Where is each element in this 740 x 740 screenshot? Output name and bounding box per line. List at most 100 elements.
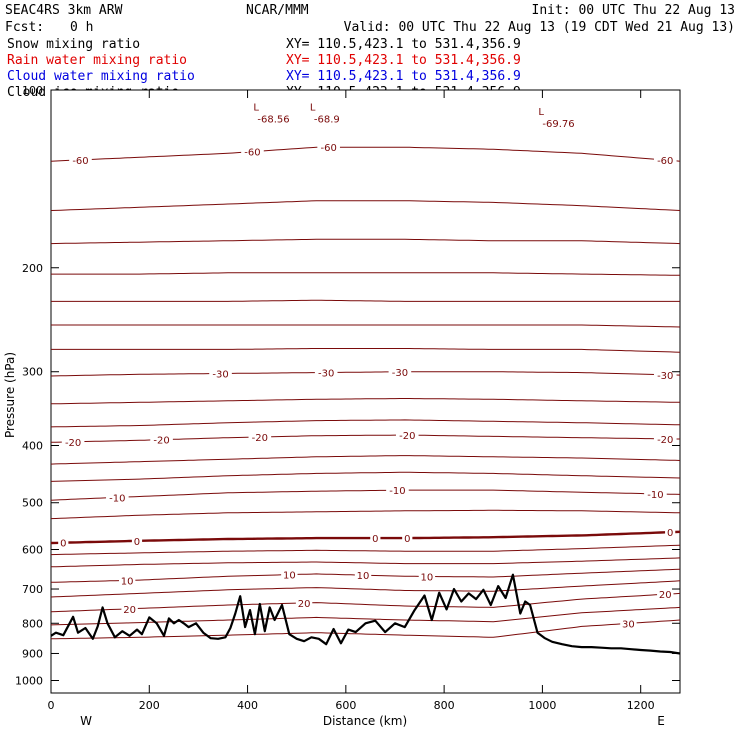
- isotherm-label-bg: [388, 365, 412, 378]
- isotherm-label-bg: [69, 153, 92, 166]
- y-tick-label: 500: [22, 497, 43, 510]
- isotherm-label-bg: [150, 433, 173, 446]
- isotherm-label: 10: [121, 576, 134, 587]
- isotherm-label: -30: [392, 368, 408, 379]
- isotherm-line: [50, 580, 681, 598]
- isotherm-line: [50, 592, 681, 613]
- x-axis-label: Distance (km): [323, 714, 407, 728]
- y-tick-label: 700: [22, 583, 43, 596]
- isotherm-label: 10: [357, 571, 370, 582]
- isotherm-line: [50, 419, 681, 428]
- field-legend-name: Rain water mixing ratio: [7, 53, 187, 68]
- x-tick-label: 400: [237, 699, 258, 712]
- isotherm-label-bg: [295, 596, 313, 609]
- x-tick-label: 800: [434, 699, 455, 712]
- isotherm-label-bg: [395, 429, 419, 442]
- x-tick-label: 1200: [627, 699, 655, 712]
- isotherm-label-bg: [354, 569, 372, 582]
- isotherm-label: -10: [389, 486, 405, 497]
- isotherm-label-bg: [106, 491, 129, 504]
- isotherm-label: 10: [421, 572, 434, 583]
- isotherm-label-bg: [653, 154, 677, 167]
- isotherm-label: 10: [283, 571, 296, 582]
- isotherm-line: [50, 557, 681, 568]
- y-tick-label: 600: [22, 543, 43, 556]
- field-legend-range: XY= 110.5,423.1 to 531.4,356.9: [286, 37, 521, 52]
- isotherm-line: [50, 398, 681, 405]
- fcst-value: 0 h: [70, 20, 93, 35]
- isotherm-label-bg: [418, 570, 436, 583]
- isotherm-line: [51, 272, 680, 276]
- isotherm-label: -60: [657, 156, 673, 167]
- isotherm-label: 20: [659, 590, 672, 601]
- field-legend-range: XY= 110.5,423.1 to 531.4,356.9: [286, 53, 521, 68]
- y-tick-label: 800: [22, 617, 43, 630]
- low-marker-value: -68.9: [314, 114, 340, 125]
- isotherm-label-bg: [241, 145, 264, 158]
- x-axis: 0 200 400 600 800 1000 1200: [48, 90, 655, 712]
- y-tick-label: 100: [22, 84, 43, 97]
- isotherm-label: -10: [109, 493, 125, 504]
- x-tick-label: 1000: [528, 699, 556, 712]
- field-legend-name: Cloud water mixing ratio: [7, 69, 195, 84]
- isotherm-line: [51, 348, 681, 353]
- isotherm-label: 30: [622, 619, 635, 630]
- isotherm-line: [50, 238, 681, 245]
- isotherm-line: [50, 200, 681, 211]
- y-tick-label: 200: [22, 262, 43, 275]
- y-tick-label: 400: [22, 440, 43, 453]
- isotherm-label: -20: [65, 438, 81, 449]
- isotherm-label-bg: [653, 368, 677, 381]
- low-marker-letter: L: [253, 102, 259, 113]
- isotherm-label: -10: [647, 490, 663, 501]
- fcst-label: Fcst:: [5, 20, 44, 35]
- isotherm-label: -60: [72, 156, 88, 167]
- isotherm-label-bg: [317, 141, 340, 154]
- isotherm-label: -60: [320, 143, 336, 154]
- isotherm-label-bg: [61, 435, 85, 448]
- y-tick-label: 300: [22, 366, 43, 379]
- y-tick-label: 1000: [15, 674, 43, 687]
- terrain-line: [50, 573, 681, 655]
- isotherm-label: -20: [657, 435, 673, 446]
- y-axis-label: Pressure (hPa): [3, 352, 17, 438]
- chart-header: SEAC4RS 3km ARW NCAR/MMM Init: 00 UTC Th…: [5, 3, 735, 35]
- isotherm-line: [50, 146, 681, 162]
- isotherm-label-bg: [370, 532, 381, 545]
- east-end-label: E: [657, 714, 665, 728]
- valid-label: Valid: 00 UTC Thu 22 Aug 13 (19 CDT Wed …: [344, 20, 735, 35]
- isotherm-label-bg: [665, 526, 676, 539]
- isotherm-line: [50, 455, 681, 465]
- isotherm-label-bg: [402, 532, 413, 545]
- y-tick-label: 900: [22, 647, 43, 660]
- field-legend-range: XY= 110.5,423.1 to 531.4,356.9: [286, 69, 521, 84]
- isotherm-label: 0: [667, 528, 673, 539]
- field-legend-name: Snow mixing ratio: [7, 37, 140, 52]
- isotherm-label-bg: [314, 366, 338, 379]
- isotherm-label: 20: [298, 599, 311, 610]
- isotherm-line: [50, 471, 681, 482]
- isotherm-label: -30: [657, 371, 673, 382]
- isotherm-label: 0: [372, 534, 378, 545]
- isotherm-lines: -60 -60 -60 -60 -30 -30 -30 -30 -20 -20 -20 -20 -20 -…: [50, 141, 681, 640]
- low-marker-letter: L: [310, 102, 316, 113]
- plot-frame: [50, 89, 681, 694]
- isotherm-label: -20: [252, 433, 268, 444]
- isotherm-label-bg: [620, 617, 637, 630]
- isotherm-label: 0: [404, 534, 410, 545]
- isotherm-label: -20: [399, 431, 415, 442]
- low-marker-letter: L: [538, 107, 544, 118]
- isotherm-line: [50, 509, 681, 520]
- isotherm-line: [51, 324, 681, 328]
- model-label: SEAC4RS 3km ARW: [5, 3, 123, 18]
- center-label: NCAR/MMM: [246, 3, 309, 18]
- low-marker-value: -68.56: [257, 114, 289, 125]
- west-end-label: W: [80, 714, 92, 728]
- isotherm-label-bg: [118, 574, 136, 587]
- x-tick-label: 200: [139, 699, 160, 712]
- isotherm-label-bg: [131, 534, 143, 547]
- isotherm-line: [50, 371, 681, 377]
- isotherm-label: -60: [244, 148, 260, 159]
